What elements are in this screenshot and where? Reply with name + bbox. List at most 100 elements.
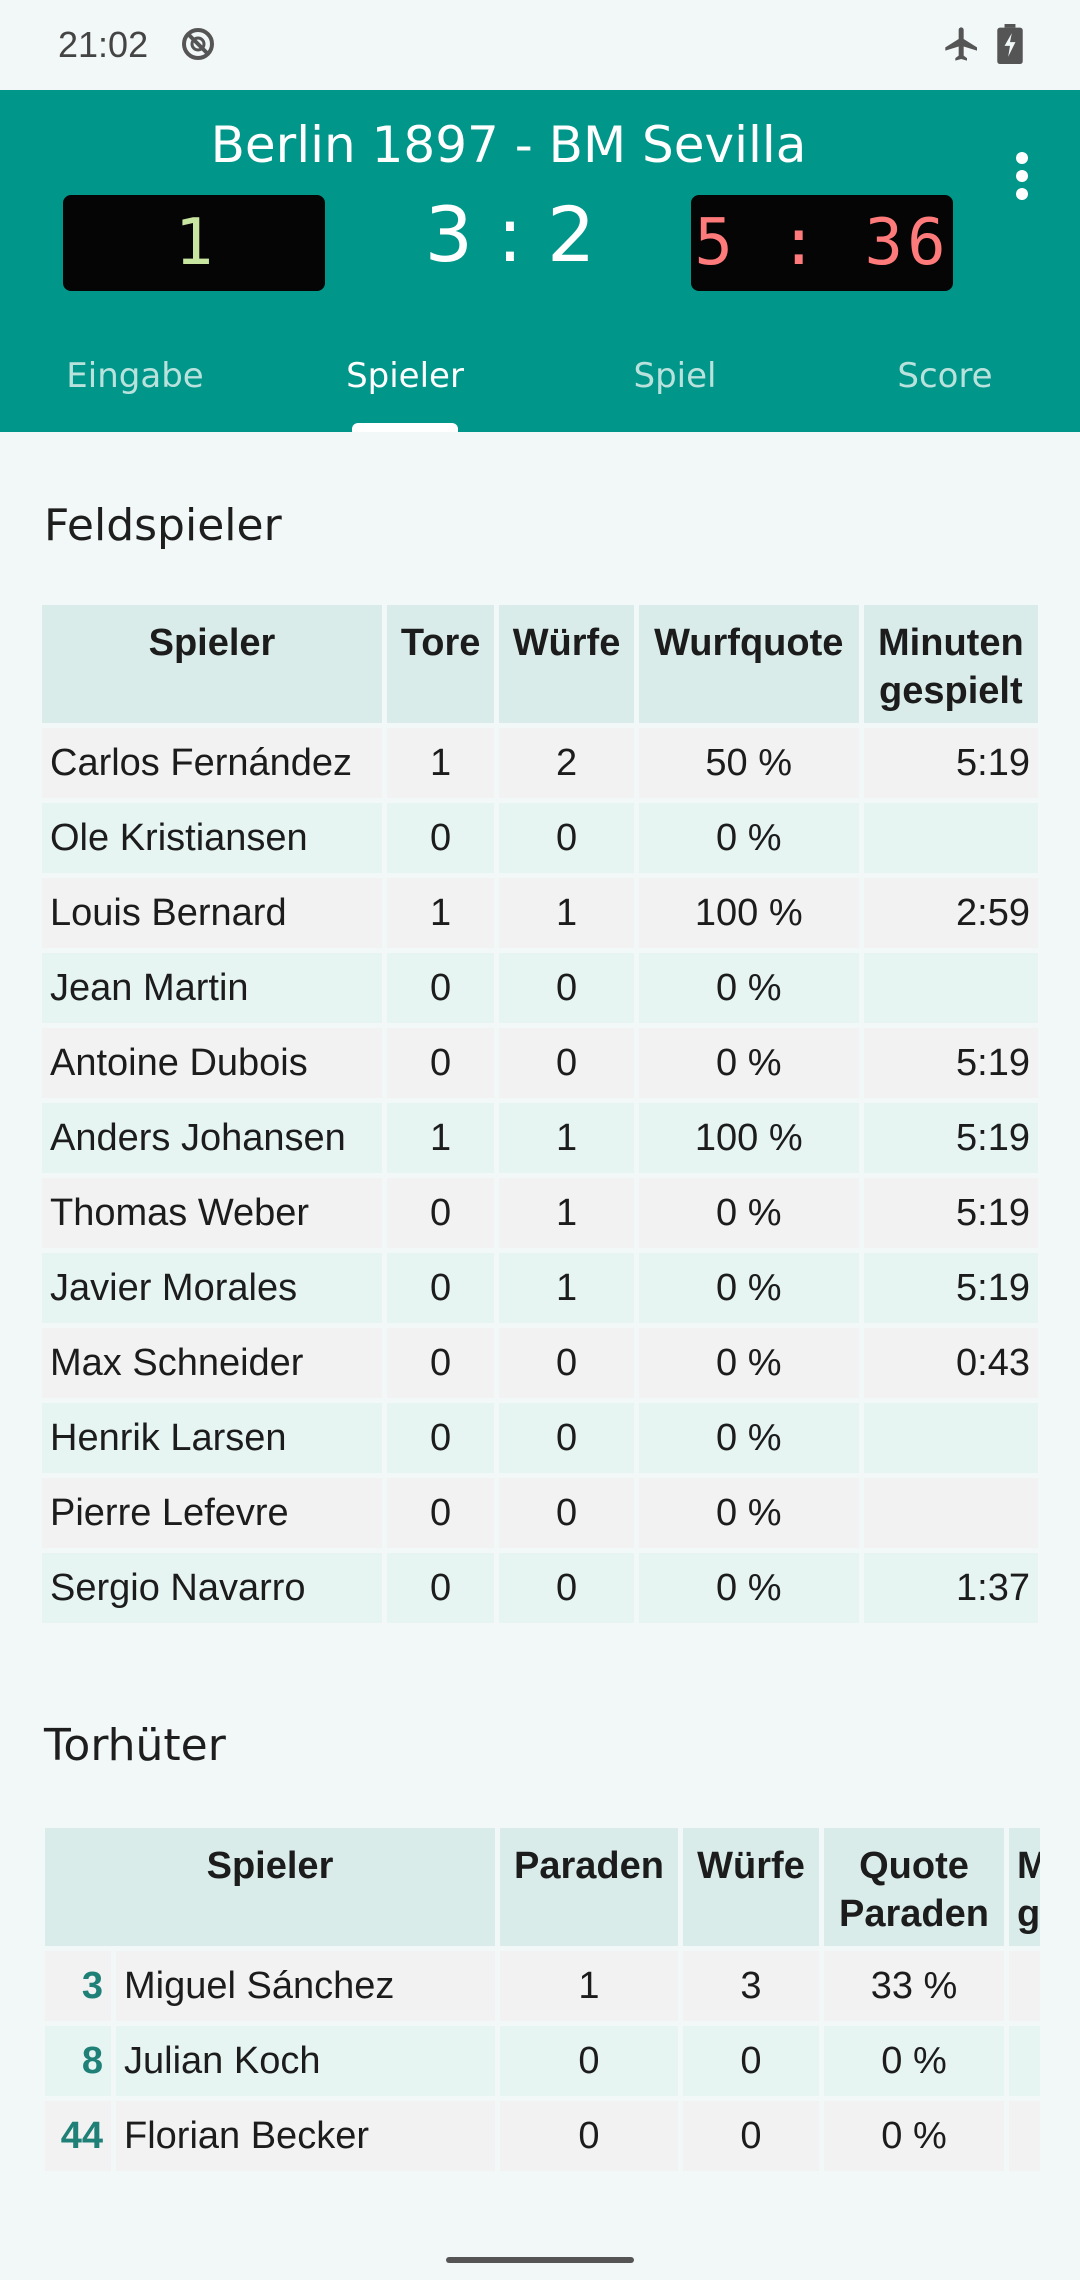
tab-eingabe[interactable]: Eingabe [66,356,204,396]
tab-spiel[interactable]: Spiel [633,356,717,396]
goals-cell: 0 [386,1403,495,1473]
header-minutes-line1: Minuten [878,622,1024,664]
app-header: Berlin 1897 - BM Sevilla 1 3 : 2 5 : 36 … [0,90,1080,432]
goals-cell: 0 [386,953,495,1023]
field-players-table: Spieler Tore Würfe Wurfquote Minuten ges… [37,600,1043,1628]
player-name: Antoine Dubois [42,1028,382,1098]
player-name: Pierre Lefevre [42,1478,382,1548]
table-row[interactable]: Jean Martin 0 0 0 % [42,953,1038,1023]
status-bar: 21:02 [0,0,1080,90]
table-row[interactable]: Max Schneider 0 0 0 % 0:43 [42,1328,1038,1398]
home-gesture-bar[interactable] [446,2257,634,2263]
header-saves[interactable]: Paraden [500,1828,678,1946]
rate-cell: 0 % [638,1178,859,1248]
header-shots[interactable]: Würfe [499,605,634,723]
table-row[interactable]: Pierre Lefevre 0 0 0 % [42,1478,1038,1548]
tab-spieler[interactable]: Spieler [346,356,464,396]
shots-cell: 0 [499,953,634,1023]
player-name: Max Schneider [42,1328,382,1398]
table-row[interactable]: Thomas Weber 0 1 0 % 5:19 [42,1178,1038,1248]
minutes-cell: 5:19 [1009,1951,1040,2021]
section-title-goalkeepers: Torhüter [44,1720,226,1771]
header-shots[interactable]: Würfe [683,1828,819,1946]
rate-cell: 0 % [638,1253,859,1323]
header-minutes-line2: gespielt [879,670,1023,712]
table-row[interactable]: Ole Kristiansen 0 0 0 % [42,803,1038,873]
rate-cell: 0 % [638,1403,859,1473]
goalkeepers-table: Spieler Paraden Würfe Quote Paraden Minu… [40,1823,1040,2176]
minutes-cell: 5:19 [863,728,1038,798]
player-name: Javier Morales [42,1253,382,1323]
shots-cell: 0 [499,1553,634,1623]
minutes-cell [863,1403,1038,1473]
saves-cell: 0 [500,2101,678,2171]
player-name: Miguel Sánchez [116,1951,495,2021]
section-title-field-players: Feldspieler [44,500,282,551]
airplane-mode-icon [945,27,977,61]
rate-cell: 100 % [638,878,859,948]
header-minutes[interactable]: Minuten gespielt [863,605,1038,723]
goals-cell: 0 [386,1553,495,1623]
shots-cell: 2 [499,728,634,798]
table-row[interactable]: 8 Julian Koch 0 0 0 % [45,2026,1040,2096]
table-header-row: Spieler Paraden Würfe Quote Paraden Minu… [45,1828,1040,1946]
shots-cell: 1 [499,878,634,948]
table-header-row: Spieler Tore Würfe Wurfquote Minuten ges… [42,605,1038,723]
player-name: Julian Koch [116,2026,495,2096]
header-goals[interactable]: Tore [386,605,495,723]
player-name: Sergio Navarro [42,1553,382,1623]
status-time: 21:02 [58,24,149,65]
goals-cell: 0 [386,1178,495,1248]
jersey-number: 44 [45,2101,111,2171]
shots-cell: 0 [499,1478,634,1548]
player-name: Anders Johansen [42,1103,382,1173]
table-row[interactable]: Antoine Dubois 0 0 0 % 5:19 [42,1028,1038,1098]
header-minutes-line1: Minuten [1017,1845,1040,1887]
table-row[interactable]: Henrik Larsen 0 0 0 % [42,1403,1038,1473]
minutes-cell: 0:43 [863,1328,1038,1398]
more-options-icon[interactable] [1004,148,1040,208]
header-player[interactable]: Spieler [42,605,382,723]
minutes-cell [863,953,1038,1023]
header-save-rate-line1: Quote [859,1845,969,1887]
rate-cell: 0 % [638,1553,859,1623]
saves-cell: 1 [500,1951,678,2021]
goals-cell: 1 [386,878,495,948]
header-save-rate-line2: Paraden [839,1893,989,1935]
header-minutes[interactable]: Minuten gespielt [1009,1828,1040,1946]
player-name: Ole Kristiansen [42,803,382,873]
header-rate[interactable]: Wurfquote [638,605,859,723]
tab-score[interactable]: Score [897,356,993,396]
goalkeepers-scroll-area[interactable]: Spieler Paraden Würfe Quote Paraden Minu… [0,1810,1040,2180]
player-name: Jean Martin [42,953,382,1023]
header-player[interactable]: Spieler [45,1828,495,1946]
table-row[interactable]: Carlos Fernández 1 2 50 % 5:19 [42,728,1038,798]
header-save-rate[interactable]: Quote Paraden [824,1828,1004,1946]
tab-bar: Eingabe Spieler Spiel Score [0,340,1080,432]
jersey-number: 8 [45,2026,111,2096]
minutes-cell: 2:59 [863,878,1038,948]
table-row[interactable]: Anders Johansen 1 1 100 % 5:19 [42,1103,1038,1173]
rate-cell: 0 % [638,1328,859,1398]
table-row[interactable]: Louis Bernard 1 1 100 % 2:59 [42,878,1038,948]
minutes-cell [1009,2026,1040,2096]
shots-cell: 0 [683,2101,819,2171]
minutes-cell: 5:19 [863,1178,1038,1248]
player-name: Thomas Weber [42,1178,382,1248]
table-row[interactable]: Sergio Navarro 0 0 0 % 1:37 [42,1553,1038,1623]
goals-cell: 1 [386,728,495,798]
goals-cell: 0 [386,1478,495,1548]
minutes-cell [1009,2101,1040,2171]
period-display: 1 [63,195,325,291]
shots-cell: 3 [683,1951,819,2021]
player-name: Florian Becker [116,2101,495,2171]
rate-cell: 0 % [638,803,859,873]
active-tab-indicator [352,423,458,432]
table-row[interactable]: 44 Florian Becker 0 0 0 % [45,2101,1040,2171]
game-clock: 5 : 36 [691,195,953,291]
shots-cell: 1 [499,1103,634,1173]
table-row[interactable]: Javier Morales 0 1 0 % 5:19 [42,1253,1038,1323]
shots-cell: 0 [499,1328,634,1398]
goals-cell: 0 [386,1328,495,1398]
